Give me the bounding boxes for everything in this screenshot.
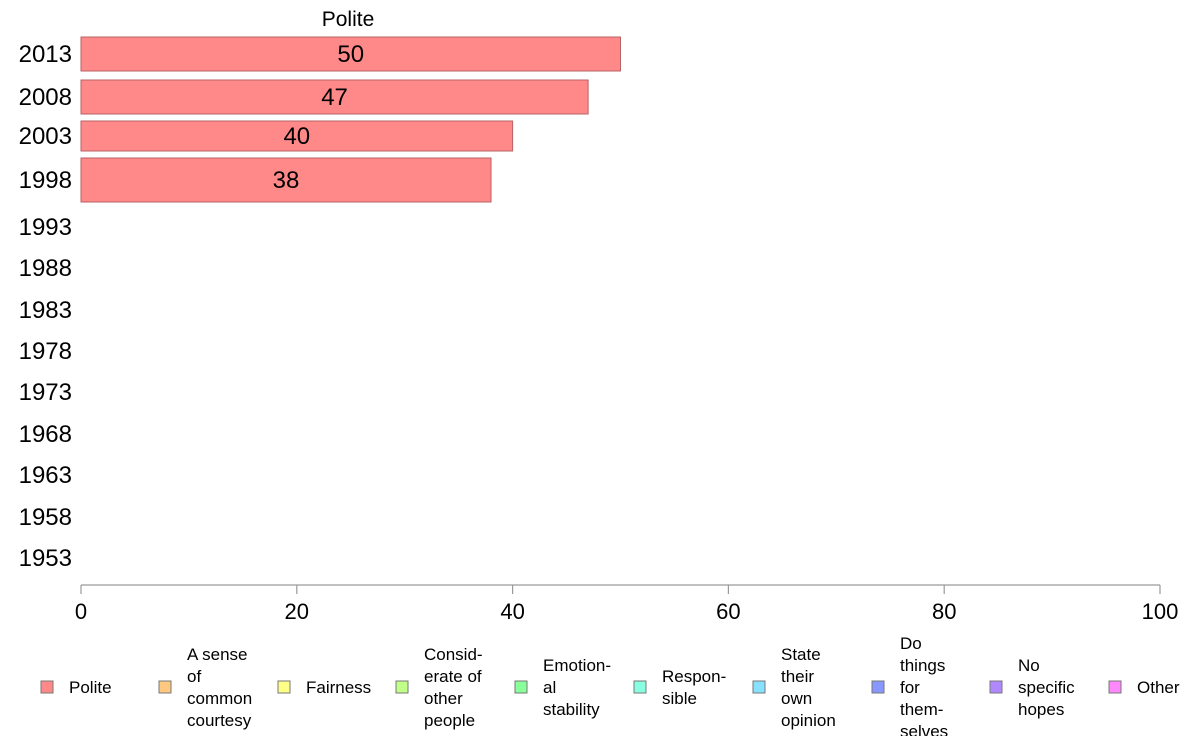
bar-2013 bbox=[80, 36, 621, 72]
y-tick-label-1988: 1988 bbox=[19, 255, 72, 282]
y-tick-label-1998: 1998 bbox=[19, 167, 72, 194]
bar-label-2013: 50 bbox=[337, 41, 364, 68]
legend-label-7-line-4: opinion bbox=[781, 711, 836, 730]
legend-label-6-line-2: sible bbox=[662, 689, 697, 708]
y-tick-label-1958: 1958 bbox=[19, 504, 72, 531]
legend-label-4-line-2: erate of bbox=[424, 667, 482, 686]
bar-label-2008: 47 bbox=[321, 84, 348, 111]
bar-label-1998: 38 bbox=[273, 167, 300, 194]
legend-label-8-line-5: selves bbox=[900, 722, 948, 736]
legend-swatch-8 bbox=[871, 680, 885, 694]
x-axis: 0 20 40 60 80 100 bbox=[75, 584, 1179, 624]
legend-label-6-line-1: Respon- bbox=[662, 667, 726, 686]
y-tick-label-1983: 1983 bbox=[19, 297, 72, 324]
legend-label-2-line-3: common bbox=[187, 689, 252, 708]
y-tick-label-1963: 1963 bbox=[19, 462, 72, 489]
legend-label-5-line-2: al bbox=[543, 678, 556, 697]
x-tick-label-60: 60 bbox=[716, 599, 740, 624]
y-tick-label-2013: 2013 bbox=[19, 41, 72, 68]
legend-swatch-4 bbox=[395, 680, 409, 694]
y-tick-label-2003: 2003 bbox=[19, 123, 72, 150]
legend-swatch-1 bbox=[40, 680, 54, 694]
legend-swatch-2 bbox=[158, 680, 172, 694]
legend-label-8-line-3: for bbox=[900, 678, 920, 697]
legend-label-9-line-3: hopes bbox=[1018, 700, 1064, 719]
y-axis: 2013 2008 2003 1998 1993 1988 1983 1978 1973 1968… bbox=[19, 41, 72, 572]
legend: Polite A sense of common courtesy Fairness Con… bbox=[40, 634, 1180, 736]
y-tick-label-1973: 1973 bbox=[19, 379, 72, 406]
x-tick-label-100: 100 bbox=[1142, 599, 1179, 624]
legend-label-8-line-1: Do bbox=[900, 634, 922, 653]
legend-label-2-line-2: of bbox=[187, 667, 201, 686]
bar-2003 bbox=[80, 120, 514, 152]
y-tick-label-1968: 1968 bbox=[19, 421, 72, 448]
legend-label-9-line-2: specific bbox=[1018, 678, 1075, 697]
y-tick-label-1993: 1993 bbox=[19, 214, 72, 241]
y-tick-label-1978: 1978 bbox=[19, 338, 72, 365]
legend-label-7-line-1: State bbox=[781, 645, 821, 664]
legend-label-8-line-2: things bbox=[900, 656, 945, 675]
legend-swatch-5 bbox=[514, 680, 528, 694]
legend-label-4-line-1: Consid- bbox=[424, 645, 483, 664]
legend-label-7-line-3: own bbox=[781, 689, 812, 708]
y-tick-label-2008: 2008 bbox=[19, 84, 72, 111]
legend-label-5-line-1: Emotion- bbox=[543, 656, 611, 675]
legend-label-3-line-1: Fairness bbox=[306, 678, 371, 697]
legend-label-5-line-3: stability bbox=[543, 700, 600, 719]
x-tick-label-80: 80 bbox=[932, 599, 956, 624]
legend-label-10-line-1: Other bbox=[1137, 678, 1180, 697]
legend-label-1-line-1: Polite bbox=[69, 678, 112, 697]
x-tick-label-0: 0 bbox=[75, 599, 87, 624]
x-tick-label-40: 40 bbox=[500, 599, 524, 624]
legend-label-8-line-4: them- bbox=[900, 700, 943, 719]
chart-title: Polite bbox=[322, 8, 375, 31]
bar-label-2003: 40 bbox=[283, 123, 310, 150]
legend-swatch-10 bbox=[1108, 680, 1122, 694]
legend-swatch-7 bbox=[752, 680, 766, 694]
x-tick-label-20: 20 bbox=[285, 599, 309, 624]
legend-swatch-9 bbox=[989, 680, 1003, 694]
legend-label-2-line-1: A sense bbox=[187, 645, 248, 664]
legend-label-9-line-1: No bbox=[1018, 656, 1040, 675]
bar-1998 bbox=[80, 157, 492, 203]
legend-swatch-6 bbox=[633, 680, 647, 694]
bars-layer: 50 47 40 38 bbox=[80, 36, 621, 203]
bar-2008 bbox=[80, 79, 589, 115]
y-tick-label-1953: 1953 bbox=[19, 545, 72, 572]
legend-label-2-line-4: courtesy bbox=[187, 711, 252, 730]
legend-label-4-line-4: people bbox=[424, 711, 475, 730]
legend-label-4-line-3: other bbox=[424, 689, 463, 708]
legend-label-7-line-2: their bbox=[781, 667, 814, 686]
legend-swatch-3 bbox=[277, 680, 291, 694]
